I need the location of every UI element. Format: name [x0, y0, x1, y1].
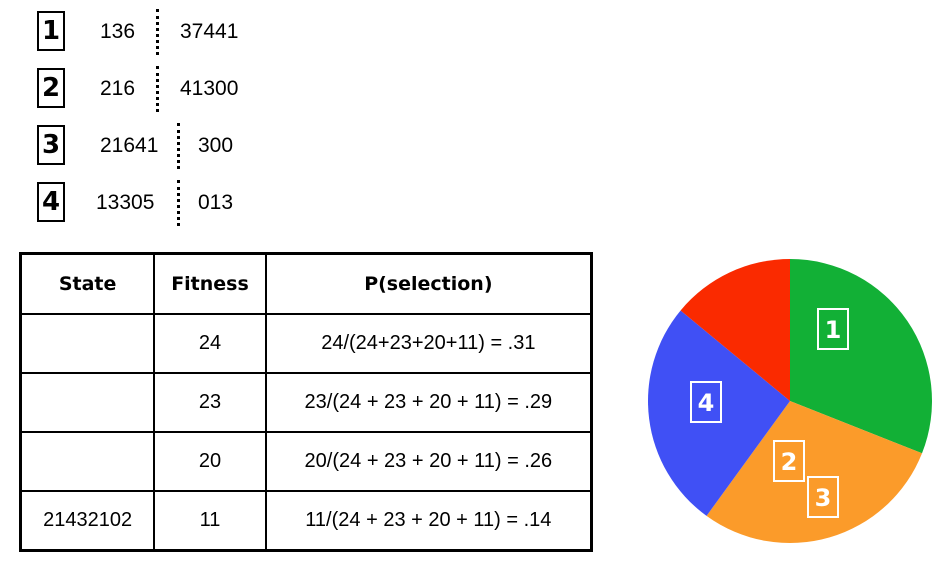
- pie-label-1: 1: [817, 308, 849, 350]
- cell-p-selection: 23/(24 + 23 + 20 + 11) = .29: [264, 372, 593, 433]
- chromosome-right-segment: 013: [198, 191, 234, 214]
- pie-slice-3: [648, 310, 790, 516]
- cell-state: [19, 313, 156, 374]
- crossover-cut-line: [156, 9, 159, 55]
- pie-slice-2: [706, 401, 923, 543]
- chromosome-left-segment: 216: [100, 77, 136, 100]
- header-fitness: Fitness: [153, 252, 267, 315]
- chromosome-index-box: 3: [37, 125, 65, 165]
- chromosome-left-segment: 13305: [96, 191, 155, 214]
- chromosome-right-segment: 300: [198, 134, 234, 157]
- chromosome-index-box: 4: [37, 182, 65, 222]
- chromosome-left-segment: 136: [100, 20, 136, 43]
- pie-label-1-text: 1: [825, 316, 842, 344]
- header-state: State: [19, 252, 156, 315]
- pie-label-2-text: 2: [781, 448, 798, 476]
- table-row: 24 24/(24+23+20+11) = .31: [19, 313, 593, 374]
- pie-label-2: 2: [773, 440, 805, 482]
- chromosome-row-3: 3 21641 300: [0, 123, 400, 169]
- pie-label-3: 3: [807, 476, 839, 518]
- cell-fitness: 24: [153, 313, 267, 374]
- chromosome-row-4: 4 13305 013: [0, 180, 400, 226]
- roulette-wheel-pie-chart: 1 23 4: [648, 259, 932, 543]
- cell-state: 21432102: [19, 490, 156, 552]
- chromosome-right-segment: 37441: [180, 20, 239, 43]
- pie-slice-1: [790, 259, 932, 454]
- pie-label-4-text: 4: [698, 389, 715, 417]
- crossover-cut-line: [156, 66, 159, 112]
- table-header-row: State Fitness P(selection): [19, 252, 593, 315]
- crossover-cut-line: [177, 180, 180, 226]
- cell-state: [19, 431, 156, 492]
- header-p-selection: P(selection): [264, 252, 593, 315]
- table-row: 20 20/(24 + 23 + 20 + 11) = .26: [19, 431, 593, 492]
- cell-state: [19, 372, 156, 433]
- pie-slice-unlabeled: [680, 259, 790, 401]
- cell-p-selection: 24/(24+23+20+11) = .31: [264, 313, 593, 374]
- chromosome-row-2: 2 216 41300: [0, 66, 400, 112]
- cell-p-selection: 20/(24 + 23 + 20 + 11) = .26: [264, 431, 593, 492]
- cell-fitness: 23: [153, 372, 267, 433]
- chromosome-index-box: 1: [37, 11, 65, 51]
- table-row: 23 23/(24 + 23 + 20 + 11) = .29: [19, 372, 593, 433]
- chromosome-right-segment: 41300: [180, 77, 239, 100]
- cell-fitness: 11: [153, 490, 267, 552]
- table-row: 21432102 11 11/(24 + 23 + 20 + 11) = .14: [19, 490, 593, 552]
- pie-label-4: 4: [690, 381, 722, 423]
- crossover-cut-line: [177, 123, 180, 169]
- chromosome-row-1: 1 136 37441: [0, 9, 400, 55]
- chromosome-index-box: 2: [37, 68, 65, 108]
- chromosome-left-segment: 21641: [100, 134, 159, 157]
- cell-p-selection: 11/(24 + 23 + 20 + 11) = .14: [264, 490, 593, 552]
- pie-label-3-text: 3: [815, 484, 832, 512]
- cell-fitness: 20: [153, 431, 267, 492]
- selection-probability-table: State Fitness P(selection) 24 24/(24+23+…: [19, 252, 593, 552]
